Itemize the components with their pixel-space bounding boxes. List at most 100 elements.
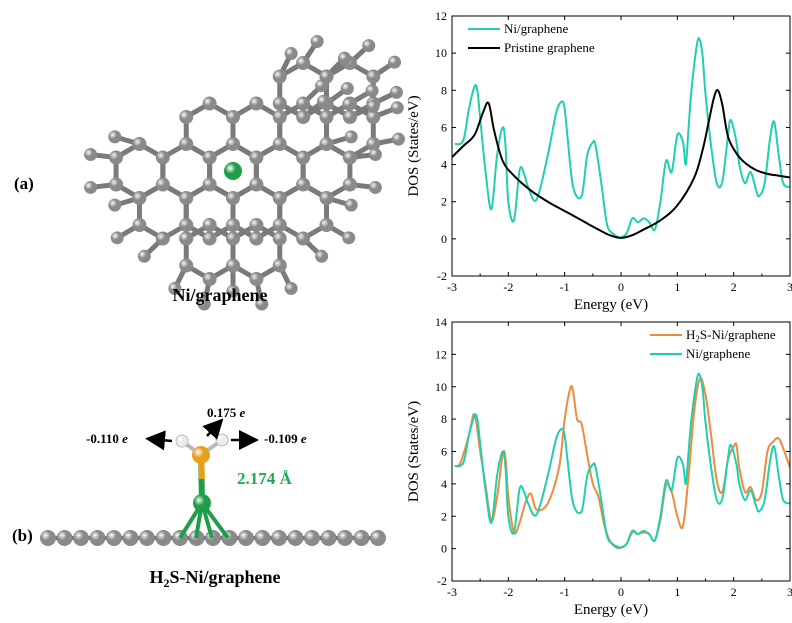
legend-label-1: Ni/graphene — [686, 346, 750, 361]
y-axis-title: DOS (States/eV) — [406, 401, 422, 502]
carbon-atom-side — [238, 530, 254, 546]
carbon-atom-side — [106, 530, 122, 546]
series-line-1 — [452, 89, 790, 239]
carbon-atom — [319, 137, 334, 151]
carbon-atom — [155, 150, 170, 165]
legend-label-0: H2S-Ni/graphene — [686, 327, 776, 344]
edge-atom — [110, 231, 124, 245]
carbon-atom — [179, 191, 194, 205]
y-tick-label: 10 — [435, 380, 447, 394]
ni-graphene-top-view — [84, 34, 405, 311]
carbon-atom — [249, 96, 264, 111]
carbon-atom — [319, 110, 334, 124]
edge-atom — [197, 297, 211, 311]
h2s-ni-graphene-side-view — [40, 418, 386, 546]
edge-atom — [362, 39, 376, 53]
charge-h-right-value: -0.109 — [264, 431, 301, 446]
series-line-1 — [454, 372, 790, 549]
edge-atom — [342, 97, 356, 111]
edge-atom — [366, 99, 380, 113]
caption-h: H — [149, 567, 163, 587]
carbon-atom — [296, 150, 311, 165]
carbon-atom — [179, 231, 194, 246]
edge-atom — [108, 130, 122, 144]
x-tick-label: 2 — [731, 585, 737, 599]
y-tick-label: -2 — [437, 269, 447, 283]
edge-atom — [255, 297, 269, 311]
carbon-atom — [179, 258, 194, 273]
carbon-atom — [366, 137, 381, 151]
y-axis-title: DOS (States/eV) — [406, 95, 422, 196]
nickel-atom-side — [193, 494, 211, 512]
carbon-atom-side — [271, 530, 287, 546]
carbon-atom — [342, 110, 357, 124]
carbon-atom — [319, 218, 334, 232]
carbon-atom-side — [73, 530, 89, 546]
carbon-atom-side — [139, 530, 155, 546]
carbon-atom — [155, 231, 170, 246]
carbon-atom — [202, 218, 217, 232]
carbon-atom-side — [287, 530, 304, 546]
carbon-atom — [249, 177, 264, 192]
series-layer — [454, 372, 790, 550]
y-tick-label: 10 — [435, 46, 447, 60]
carbon-atom — [366, 110, 381, 124]
edge-atom — [388, 55, 402, 69]
carbon-atom — [155, 177, 170, 192]
carbon-atom-side — [320, 530, 337, 546]
sulfur-atom — [192, 446, 210, 464]
carbon-atom — [249, 272, 264, 286]
edge-atom — [390, 101, 404, 115]
edge-atom — [338, 51, 352, 65]
x-tick-label: -3 — [447, 280, 457, 294]
edge-atom — [226, 284, 240, 298]
edge-atom — [391, 132, 405, 146]
y-tick-label: 8 — [441, 83, 447, 97]
edge-atom — [389, 85, 403, 99]
carbon-atom — [226, 258, 240, 273]
x-tick-label: 3 — [787, 280, 792, 294]
carbon-atom — [202, 272, 217, 286]
charge-label-h-left: -0.110 e — [86, 431, 128, 446]
carbon-atom-side — [40, 530, 56, 546]
legend-label-0: Ni/graphene — [504, 21, 568, 36]
carbon-atom — [179, 218, 194, 232]
x-axis-title: Energy (eV) — [574, 602, 648, 618]
carbon-atom — [179, 137, 194, 151]
carbon-atom — [202, 177, 217, 192]
charge-s-value: 0.175 — [207, 405, 240, 420]
carbon-atom — [342, 150, 357, 165]
y-tick-label: 6 — [441, 120, 447, 134]
charge-s-unit: e — [240, 405, 246, 420]
carbon-atom — [342, 177, 357, 192]
carbon-atom — [272, 69, 287, 84]
edge-atom — [365, 84, 379, 98]
carbon-atom-side — [56, 530, 73, 546]
carbon-atom — [109, 177, 124, 192]
x-tick-label: 1 — [674, 585, 680, 599]
y-tick-label: 14 — [435, 315, 447, 329]
hydrogen-atom-left — [175, 434, 189, 448]
carbon-atom-side — [370, 530, 386, 546]
charge-h-left-unit: e — [122, 431, 128, 446]
y-tick-label: 4 — [441, 158, 447, 172]
y-tick-label: -2 — [437, 574, 447, 588]
x-tick-label: 0 — [618, 585, 624, 599]
hydrogen-atom-right — [215, 433, 229, 447]
carbon-atom — [226, 218, 240, 232]
edge-atom — [316, 94, 330, 108]
caption-h2s-ni-graphene: H2S-Ni/graphene — [149, 567, 280, 590]
carbon-atom — [249, 218, 264, 232]
carbon-atom — [226, 191, 240, 205]
carbon-atom-side — [304, 530, 320, 546]
arrow-h-left — [145, 430, 173, 451]
carbon-atom — [132, 191, 147, 205]
carbon-atom — [272, 137, 287, 151]
carbon-atom — [179, 110, 194, 124]
carbon-atom — [202, 96, 217, 111]
y-tick-label: 8 — [441, 412, 447, 426]
y-tick-label: 6 — [441, 445, 447, 459]
